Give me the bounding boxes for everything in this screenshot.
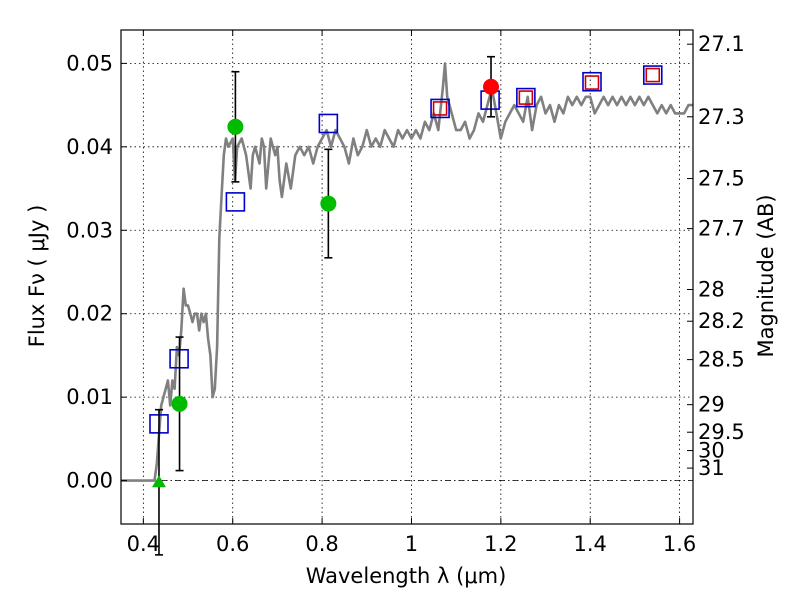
y-tick-label: 0.02 [66, 302, 113, 326]
sed-model-line [121, 62, 693, 482]
right-tick-label: 27.5 [698, 167, 745, 191]
y-tick-label: 0.00 [66, 469, 113, 493]
y-axis-label: Flux Fν ( μJy ) [25, 205, 49, 348]
ticks: 0.4 0.6 0.8 1 1.2 1.4 1.6 0.00 0.01 0.02 0.03 0.04 0… [66, 30, 745, 556]
red-square-marker [518, 90, 534, 105]
right-tick-label: 28.2 [698, 309, 745, 333]
red-square-marker [645, 67, 661, 83]
green-circle-marker [320, 195, 337, 212]
x-tick-label: 1.6 [663, 532, 696, 556]
red-circle-marker [483, 78, 500, 95]
right-tick-label: 30 [698, 439, 725, 463]
blue-square-marker [642, 65, 663, 85]
y-tick-label: 0.03 [66, 218, 113, 242]
blue-square-marker [318, 113, 339, 134]
right-tick-label: 27.1 [698, 32, 745, 56]
blue-square-marker [225, 192, 246, 212]
blue-square-marker [430, 98, 450, 119]
x-axis-label: Wavelength λ (μm) [306, 564, 507, 588]
y-tick-label: 0.04 [66, 135, 113, 159]
red-square-marker [432, 101, 448, 116]
red-square-marker [584, 75, 600, 90]
green-triangle-marker [151, 475, 166, 488]
x-tick-label: 0.8 [305, 532, 338, 556]
y-tick-label: 0.01 [66, 385, 113, 409]
green-circle-marker [171, 395, 188, 412]
right-tick-label: 27.3 [698, 105, 745, 129]
green-circle-marker [227, 118, 244, 135]
blue-square-marker [582, 71, 602, 92]
plot-frame [120, 29, 694, 525]
y-axis-right-label: Magnitude (AB) [754, 194, 778, 357]
x-tick-label: 0.4 [127, 532, 160, 556]
right-tick-label: 28 [698, 278, 725, 302]
x-tick-label: 1.2 [484, 532, 517, 556]
x-tick-label: 0.6 [216, 532, 249, 556]
series-layer [121, 55, 693, 556]
right-tick-label: 27.7 [698, 217, 745, 241]
right-tick-label: 31 [698, 456, 725, 480]
right-tick-label: 28.5 [698, 348, 745, 372]
x-tick-label: 1 [405, 532, 418, 556]
right-tick-label: 29.5 [698, 420, 745, 444]
right-tick-label: 29 [698, 393, 725, 417]
blue-square-marker [516, 87, 536, 108]
x-tick-label: 1.4 [574, 532, 607, 556]
y-tick-label: 0.05 [66, 51, 113, 75]
